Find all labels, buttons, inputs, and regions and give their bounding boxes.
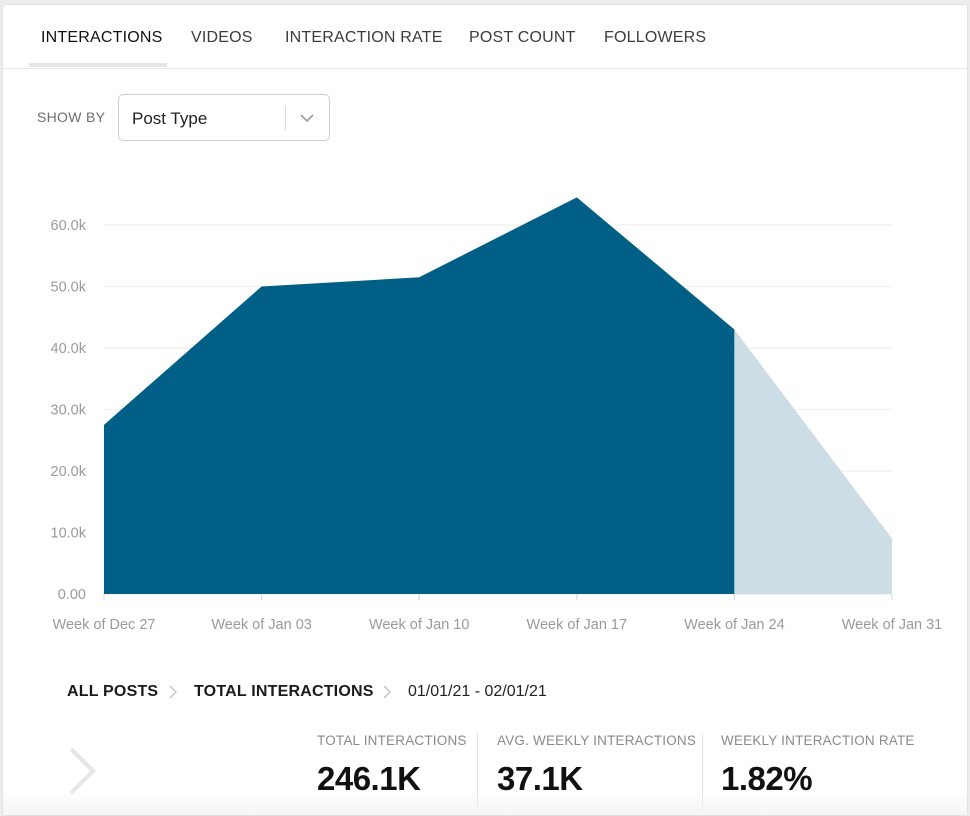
stat-divider — [477, 733, 478, 809]
chevron-left-nav-icon[interactable] — [65, 745, 99, 797]
y-tick-label: 20.0k — [51, 464, 87, 480]
stat-weekly-interaction-rate: WEEKLY INTERACTION RATE 1.82% — [721, 733, 915, 798]
tab-followers[interactable]: FOLLOWERS — [604, 29, 707, 46]
y-tick-label: 10.0k — [51, 526, 87, 542]
area-series-interactions-partial[interactable] — [734, 329, 892, 594]
interactions-area-chart: Week of Dec 27 Week of Jan 03 Week of Jan … — [51, 197, 943, 633]
stat-label: WEEKLY INTERACTION RATE — [721, 733, 915, 748]
interactions-card: INTERACTIONS VIDEOS INTERACTION RATE POS… — [2, 4, 968, 816]
tab-post-count[interactable]: POST COUNT — [469, 29, 576, 46]
stat-divider — [702, 733, 703, 809]
select-value: Post Type — [132, 109, 208, 128]
stat-avg-weekly-interactions: AVG. WEEKLY INTERACTIONS 37.1K — [497, 733, 696, 798]
select-divider — [285, 106, 286, 130]
stat-value: 1.82% — [721, 760, 813, 797]
x-tick-label: Week of Jan 31 — [842, 617, 943, 633]
stat-label: TOTAL INTERACTIONS — [317, 733, 467, 748]
stat-total-interactions: TOTAL INTERACTIONS 246.1K — [317, 733, 467, 798]
date-range: 01/01/21 - 02/01/21 — [408, 683, 547, 700]
y-tick-label: 40.0k — [51, 341, 87, 357]
area-series-interactions[interactable] — [104, 197, 735, 594]
breadcrumb-all-posts[interactable]: ALL POSTS — [67, 683, 159, 700]
x-tick-label: Week of Jan 03 — [211, 617, 312, 633]
x-tick-label: Week of Dec 27 — [53, 617, 156, 633]
y-tick-label: 0.00 — [58, 587, 86, 603]
chevron-right-icon — [169, 685, 177, 699]
stat-label: AVG. WEEKLY INTERACTIONS — [497, 733, 697, 748]
x-axis: Week of Dec 27 Week of Jan 03 Week of Jan … — [53, 594, 943, 633]
y-axis: 0.00 10.0k 20.0k 30.0k 40.0k 50.0k 60.0k — [51, 218, 87, 603]
active-tab-indicator — [29, 63, 167, 67]
post-type-select[interactable]: Post Type — [118, 94, 330, 141]
y-tick-label: 50.0k — [51, 280, 87, 296]
tab-interactions[interactable]: INTERACTIONS — [41, 29, 163, 46]
breadcrumb-total-interactions[interactable]: TOTAL INTERACTIONS — [194, 683, 374, 700]
stat-value: 37.1K — [497, 760, 583, 797]
y-tick-label: 60.0k — [51, 218, 87, 234]
chevron-down-icon[interactable] — [296, 107, 318, 129]
stat-value: 246.1K — [317, 760, 421, 797]
x-tick-label: Week of Jan 24 — [684, 617, 785, 633]
chevron-right-icon — [383, 685, 391, 699]
x-tick-label: Week of Jan 10 — [369, 617, 470, 633]
x-tick-label: Week of Jan 17 — [527, 617, 628, 633]
tab-interaction-rate[interactable]: INTERACTION RATE — [285, 29, 443, 46]
show-by-label: SHOW BY — [37, 109, 106, 125]
tab-videos[interactable]: VIDEOS — [191, 29, 253, 46]
metric-tabs: INTERACTIONS VIDEOS INTERACTION RATE POS… — [3, 5, 967, 69]
y-tick-label: 30.0k — [51, 403, 87, 419]
